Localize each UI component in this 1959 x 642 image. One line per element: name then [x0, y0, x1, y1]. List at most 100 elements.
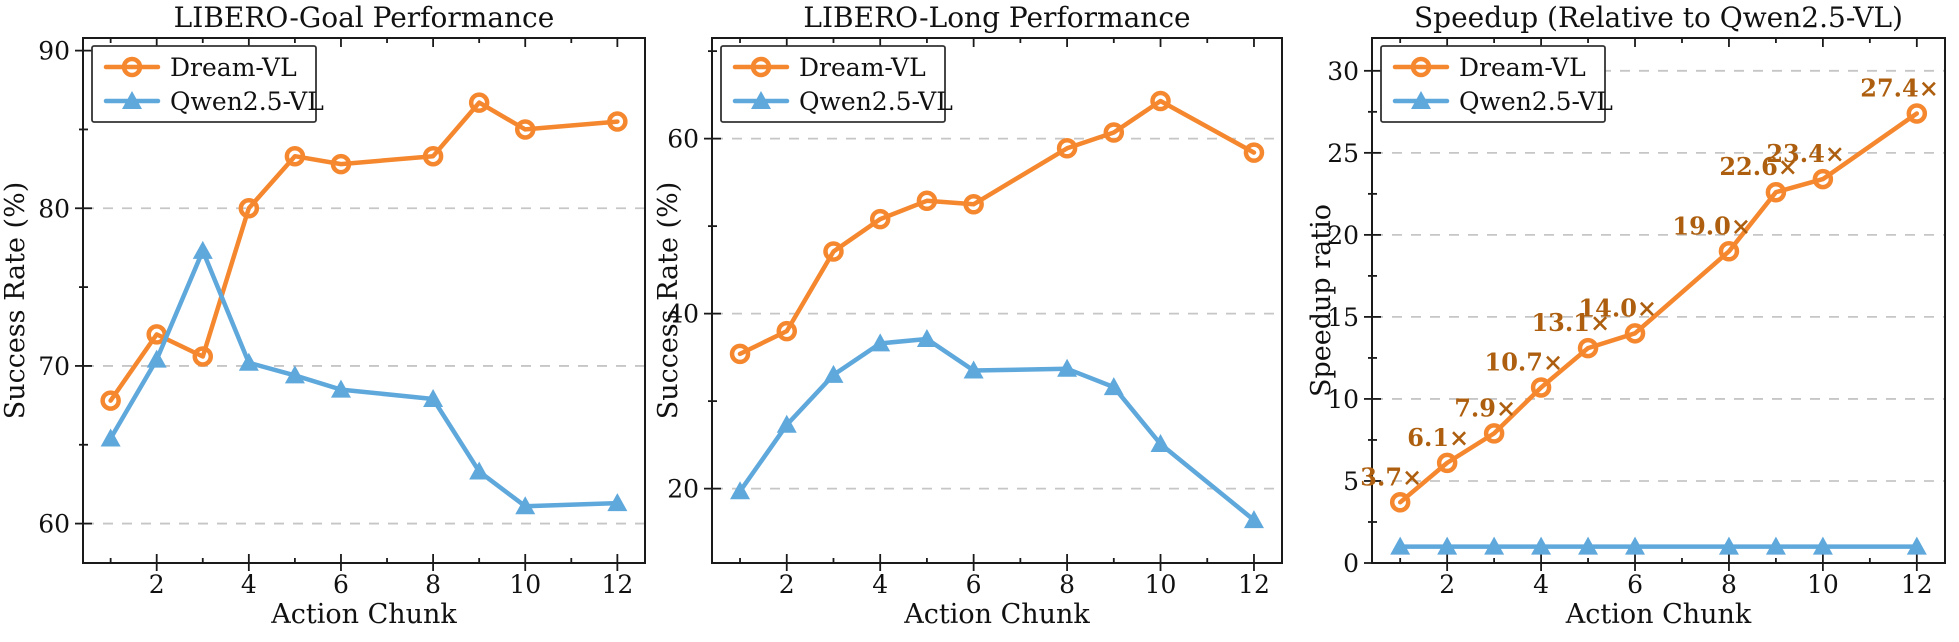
x-tick-label: 4 — [1533, 570, 1549, 599]
chart-panel-2: 2 4 6 8 10 12 20 40 60 LIBERO-Long Performance Act… — [653, 0, 1306, 637]
legend-marker-qwen2-5-vl — [122, 91, 142, 109]
marker-qwen2-5-vl — [1484, 536, 1505, 555]
chart-svg-speedup-relative-to-qwen2-5-vl: 2 4 6 8 10 12 0 5 10 15 20 25 30 Speedup (Relative to… — [1306, 1, 1946, 630]
marker-dream-vl — [284, 145, 306, 167]
marker-dream-vl — [1624, 323, 1646, 344]
speedup-annotation: 14.0× — [1578, 293, 1657, 322]
marker-dream-vl — [330, 153, 352, 175]
marker-qwen2-5-vl — [1906, 536, 1927, 555]
marker-dream-vl — [776, 320, 798, 342]
marker-dream-vl — [514, 119, 536, 140]
y-tick-label: 5 — [1343, 467, 1359, 496]
marker-qwen2-5-vl — [1437, 536, 1458, 555]
series-line-qwen2-5-vl — [108, 248, 620, 509]
marker-dream-vl — [192, 346, 214, 367]
speedup-annotation: 22.6× — [1719, 152, 1798, 181]
y-tick-label: 20 — [1327, 221, 1359, 250]
y-axis-label: Speedup ratio — [1306, 204, 1337, 397]
marker-dream-vl — [1812, 168, 1834, 190]
speedup-annotation: 7.9× — [1454, 393, 1516, 422]
chart-panel-3: 2 4 6 8 10 12 0 5 10 15 20 25 30 Speedup (Relative to… — [1306, 0, 1959, 637]
chart-title: LIBERO-Goal Performance — [174, 1, 555, 34]
marker-dream-vl — [1577, 337, 1599, 359]
chart-title: Speedup (Relative to Qwen2.5-VL) — [1414, 1, 1903, 34]
marker-qwen2-5-vl — [1718, 536, 1739, 555]
speedup-annotation: 23.4× — [1766, 139, 1845, 168]
x-tick-label: 12 — [1901, 570, 1933, 599]
x-tick-label: 2 — [1439, 570, 1455, 599]
marker-qwen2-5-vl — [823, 364, 844, 383]
marker-dream-vl — [1243, 142, 1265, 163]
legend-label: Qwen2.5-VL — [1459, 87, 1613, 116]
marker-dream-vl — [1056, 138, 1078, 159]
marker-dream-vl — [1389, 492, 1411, 513]
legend-label: Qwen2.5-VL — [799, 87, 953, 116]
x-tick-label: 4 — [872, 570, 888, 599]
y-tick-label: 70 — [38, 352, 70, 381]
marker-qwen2-5-vl — [1531, 536, 1552, 555]
marker-dream-vl — [1436, 452, 1458, 474]
series-line-dream-vl — [108, 100, 620, 403]
marker-dream-vl — [823, 241, 844, 262]
marker-qwen2-5-vl — [1625, 536, 1646, 555]
marker-qwen2-5-vl — [607, 493, 628, 512]
marker-qwen2-5-vl — [1812, 536, 1833, 555]
x-tick-label: 6 — [1627, 570, 1643, 599]
x-axis-label: Action Chunk — [1565, 599, 1752, 630]
marker-qwen2-5-vl — [1103, 377, 1124, 396]
marker-qwen2-5-vl — [238, 352, 259, 371]
x-tick-label: 4 — [241, 570, 257, 599]
chart-svg-libero-goal-performance: 2 4 6 8 10 12 60 70 80 90 LIBERO-Goal Performance A… — [0, 1, 646, 630]
x-tick-label: 10 — [509, 570, 541, 599]
marker-qwen2-5-vl — [963, 360, 984, 379]
x-tick-label: 8 — [425, 570, 441, 599]
marker-qwen2-5-vl — [146, 349, 167, 368]
x-tick-label: 6 — [966, 570, 982, 599]
x-tick-label: 6 — [333, 570, 349, 599]
chart-title: LIBERO-Long Performance — [803, 1, 1190, 34]
legend-label: Dream-VL — [1459, 53, 1586, 82]
chart-svg-libero-long-performance: 2 4 6 8 10 12 20 40 60 LIBERO-Long Performance Act… — [653, 1, 1283, 630]
speedup-annotation: 3.7× — [1360, 462, 1422, 491]
marker-dream-vl — [729, 343, 751, 365]
marker-dream-vl — [1483, 423, 1505, 444]
y-axis-label: Success Rate (%) — [0, 182, 31, 420]
x-tick-label: 2 — [149, 570, 165, 599]
x-tick-label: 12 — [1238, 570, 1270, 599]
x-tick-label: 10 — [1145, 570, 1177, 599]
y-tick-label: 25 — [1327, 139, 1359, 168]
series-line-dream-vl — [737, 98, 1257, 357]
speedup-annotation: 13.1× — [1531, 308, 1610, 337]
x-tick-label: 10 — [1807, 570, 1839, 599]
marker-dream-vl — [1150, 90, 1171, 112]
legend-label: Dream-VL — [799, 53, 926, 82]
marker-qwen2-5-vl — [1243, 510, 1264, 529]
marker-dream-vl — [100, 390, 121, 411]
marker-dream-vl — [916, 190, 938, 211]
x-axis-label: Action Chunk — [270, 599, 457, 630]
legend-marker-dream-vl — [750, 56, 772, 78]
x-axis-label: Action Chunk — [903, 599, 1090, 630]
plot-border — [82, 37, 646, 564]
marker-qwen2-5-vl — [1150, 434, 1171, 452]
marker-dream-vl — [422, 145, 444, 167]
speedup-annotation: 6.1× — [1407, 423, 1469, 452]
marker-dream-vl — [468, 92, 490, 113]
x-tick-label: 8 — [1059, 570, 1075, 599]
y-tick-label: 60 — [667, 125, 699, 154]
marker-dream-vl — [238, 198, 260, 219]
y-tick-label: 0 — [1343, 549, 1359, 578]
y-tick-label: 60 — [38, 510, 70, 539]
marker-qwen2-5-vl — [916, 329, 937, 347]
marker-qwen2-5-vl — [469, 461, 490, 480]
plot-border — [711, 37, 1283, 564]
speedup-annotation: 19.0× — [1672, 211, 1751, 240]
y-tick-label: 10 — [1327, 385, 1359, 414]
y-tick-label: 30 — [1327, 57, 1359, 86]
legend-marker-qwen2-5-vl — [1411, 91, 1431, 109]
marker-qwen2-5-vl — [192, 240, 213, 259]
marker-dream-vl — [146, 324, 167, 345]
series-line-dream-vl — [1397, 111, 1920, 505]
x-tick-label: 12 — [601, 570, 633, 599]
